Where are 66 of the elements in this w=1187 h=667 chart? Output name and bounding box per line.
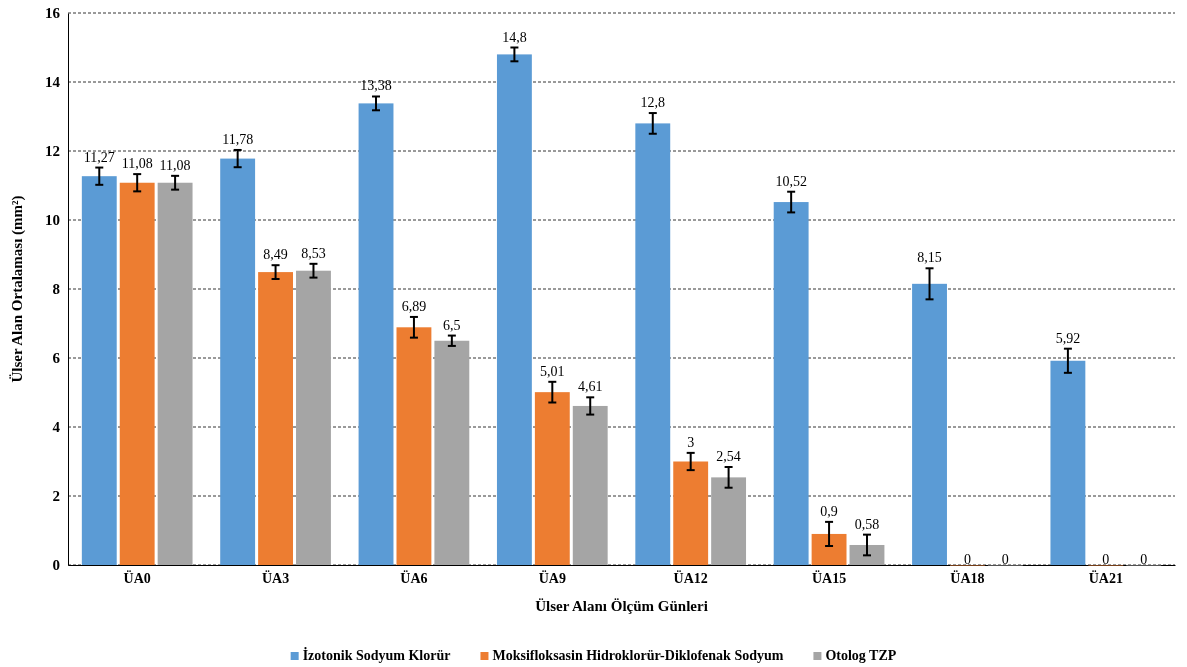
bar — [258, 272, 293, 565]
data-label: 8,15 — [917, 250, 942, 266]
legend-label: Otolog TZP — [825, 648, 897, 663]
bar — [673, 461, 709, 565]
bar — [1050, 360, 1086, 565]
data-label: 14,8 — [502, 29, 527, 45]
x-tick-label: ÜA18 — [950, 569, 985, 586]
data-label: 12,8 — [640, 95, 666, 111]
bar — [157, 182, 193, 565]
bar — [119, 182, 155, 565]
y-tick-label: 8 — [52, 281, 60, 298]
data-label: 0 — [1001, 552, 1009, 567]
y-tick-label: 0 — [52, 557, 60, 574]
bar — [496, 54, 532, 565]
bar — [811, 533, 847, 565]
data-label: 0 — [1102, 552, 1110, 567]
bar — [434, 340, 470, 565]
data-label: 8,49 — [263, 247, 288, 263]
y-tick-label: 6 — [52, 350, 61, 367]
bar — [296, 270, 331, 565]
bar — [849, 544, 885, 565]
bar — [572, 405, 608, 565]
data-label: 3 — [687, 434, 695, 450]
x-axis-title: Ülser Alanı Ölçüm Günleri — [535, 598, 708, 614]
y-tick-label: 2 — [52, 488, 60, 505]
data-label: 11,08 — [159, 157, 191, 173]
y-tick-label: 12 — [45, 143, 60, 160]
y-tick-label: 4 — [52, 419, 61, 436]
data-label: 11,27 — [83, 149, 115, 165]
bar — [358, 103, 394, 565]
data-label: 0,9 — [820, 503, 838, 519]
data-label: 4,61 — [577, 379, 603, 395]
data-label: 11,78 — [222, 131, 254, 147]
bar — [534, 392, 570, 565]
bar — [773, 202, 809, 565]
bar — [635, 123, 671, 565]
data-label: 13,38 — [360, 78, 392, 94]
y-tick-label: 14 — [45, 74, 61, 91]
data-label: 0 — [1140, 552, 1148, 567]
x-tick-label: ÜA0 — [123, 569, 151, 586]
y-axis-title: Ülser Alan Ortalaması (mm²) — [9, 195, 26, 383]
data-label: 5,01 — [540, 363, 565, 379]
legend-label: İzotonik Sodyum Klorür — [302, 647, 451, 663]
bar — [711, 477, 747, 565]
data-label: 0 — [963, 552, 971, 567]
data-label: 6,5 — [443, 317, 461, 333]
data-label: 5,92 — [1055, 330, 1081, 346]
x-tick-label: ÜA12 — [673, 569, 708, 586]
bar — [220, 158, 256, 565]
x-tick-label: ÜA3 — [261, 569, 290, 586]
data-label: 6,89 — [401, 298, 427, 314]
bar — [912, 283, 947, 565]
y-tick-label: 16 — [45, 5, 61, 22]
x-tick-label: ÜA21 — [1088, 569, 1123, 586]
data-label: 2,54 — [716, 449, 741, 465]
bar — [396, 327, 432, 565]
data-label: 0,58 — [854, 516, 880, 532]
x-tick-label: ÜA6 — [400, 569, 428, 586]
data-label: 10,52 — [775, 173, 807, 189]
data-label: 8,53 — [301, 245, 326, 261]
x-tick-label: ÜA15 — [811, 569, 847, 586]
data-label: 11,08 — [121, 156, 153, 172]
x-tick-label: ÜA9 — [538, 569, 566, 586]
bar — [81, 176, 117, 565]
legend-label: Moksifloksasin Hidroklorür-Diklofenak Sodyum — [492, 648, 784, 663]
y-tick-label: 10 — [45, 212, 60, 229]
